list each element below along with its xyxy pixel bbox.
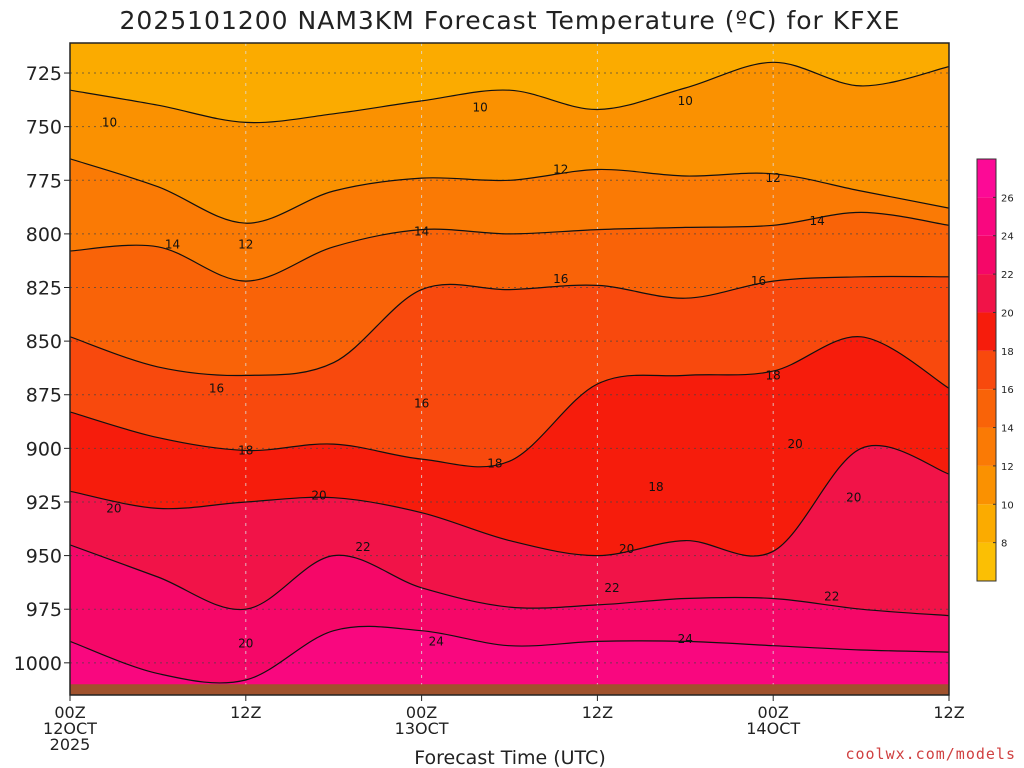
y-tick-label: 950 xyxy=(26,546,62,568)
isotherm-label: 20 xyxy=(238,637,253,651)
temperature-bands xyxy=(70,43,949,695)
colorbar-label: 20 xyxy=(1001,308,1014,319)
isotherm-label: 12 xyxy=(766,171,781,185)
isotherm-label: 16 xyxy=(751,274,766,288)
isotherm-label: 18 xyxy=(487,456,502,470)
chart-title: 2025101200 NAM3KM Forecast Temperature (… xyxy=(120,6,901,35)
colorbar-label: 16 xyxy=(1001,385,1014,396)
y-tick-label: 725 xyxy=(26,63,62,85)
colorbar-segment xyxy=(977,542,996,581)
isotherm-label: 12 xyxy=(238,238,253,252)
isotherm-16 xyxy=(70,275,949,377)
isotherm-20 xyxy=(70,444,949,557)
x-tick-label: 2025 xyxy=(50,735,91,754)
y-tick-label: 825 xyxy=(26,278,62,300)
colorbar-segment xyxy=(977,274,996,313)
colorbar-label: 24 xyxy=(1001,232,1014,243)
isotherm-label: 16 xyxy=(553,272,568,286)
colorbar-segment xyxy=(977,159,996,198)
isotherm-22 xyxy=(70,544,949,617)
y-tick-label: 875 xyxy=(26,385,62,407)
colorbar-segment xyxy=(977,312,996,351)
colorbar-segment xyxy=(977,427,996,466)
x-tick-label: 12OCT xyxy=(43,719,97,738)
y-tick-label: 850 xyxy=(26,331,62,353)
plot-area: 10 10 10 12 12 12 14 14 14 16 16 16 16 18 18 18 18 20 20 20… xyxy=(70,43,949,695)
isotherm-label: 18 xyxy=(766,368,781,382)
x-tick-label: 14OCT xyxy=(746,719,800,738)
x-tick-label: 12Z xyxy=(933,703,964,722)
colorbar-segment xyxy=(977,389,996,428)
ground-surface xyxy=(70,684,949,695)
isotherm-label: 16 xyxy=(414,396,429,410)
colorbar-segment xyxy=(977,235,996,275)
colorbar-label: 14 xyxy=(1001,424,1014,435)
isotherm-label: 20 xyxy=(311,489,326,503)
isotherm-label: 20 xyxy=(846,491,861,505)
colorbar-segment xyxy=(977,504,996,543)
plot-frame xyxy=(69,42,950,696)
isotherm-lines xyxy=(70,61,949,684)
credit-text: coolwx.com/models xyxy=(845,745,1016,763)
x-tick-label: 00Z xyxy=(406,703,437,722)
colorbar-label: 10 xyxy=(1001,500,1014,511)
isotherm-10 xyxy=(70,61,949,124)
colorbar-segment xyxy=(977,465,996,505)
colorbar-label: 12 xyxy=(1001,462,1014,473)
colorbar-label: 18 xyxy=(1001,347,1014,358)
x-tick-label: 00Z xyxy=(54,703,85,722)
colorbar-segment xyxy=(977,350,996,390)
isotherm-label: 20 xyxy=(619,542,634,556)
isotherm-labels: 10 10 10 12 12 12 14 14 14 16 16 16 16 18 18 18 18 20 20 20… xyxy=(102,94,862,651)
y-tick-label: 900 xyxy=(26,438,62,460)
y-tick-label: 800 xyxy=(26,224,62,246)
x-tick-label: 13OCT xyxy=(395,719,449,738)
x-tick-label: 00Z xyxy=(758,703,789,722)
isotherm-label: 24 xyxy=(678,632,693,646)
isotherm-label: 10 xyxy=(678,94,693,108)
x-axis-title: Forecast Time (UTC) xyxy=(414,747,605,768)
y-tick-label: 975 xyxy=(26,599,62,621)
x-tick-label: 12Z xyxy=(230,703,261,722)
y-tick-label: 925 xyxy=(26,492,62,514)
isotherm-14 xyxy=(70,211,949,282)
y-tick-label: 1000 xyxy=(14,653,62,675)
isotherm-24 xyxy=(70,625,949,684)
isotherm-label: 12 xyxy=(553,163,568,177)
colorbar-frame xyxy=(976,158,997,582)
isotherm-label: 18 xyxy=(648,480,663,494)
isotherm-label: 24 xyxy=(429,634,444,648)
isotherm-label: 22 xyxy=(824,589,839,603)
colorbar-segment xyxy=(977,197,996,236)
y-tick-label: 750 xyxy=(26,117,62,139)
isotherm-18 xyxy=(70,336,949,468)
colorbar-label: 8 xyxy=(1001,539,1007,550)
x-tick-label: 12Z xyxy=(582,703,613,722)
isotherm-label: 18 xyxy=(238,444,253,458)
isotherm-label: 22 xyxy=(355,540,370,554)
isotherm-label: 14 xyxy=(810,214,825,228)
y-axis: 725 750 775 800 825 850 875 900 925 950 975 1000 xyxy=(14,63,70,675)
colorbar-label: 22 xyxy=(1001,270,1014,281)
isotherm-label: 14 xyxy=(165,238,180,252)
isotherm-label: 20 xyxy=(106,501,121,515)
isotherm-label: 10 xyxy=(473,100,488,114)
colorbar: 8 10 12 14 16 18 20 22 24 26 xyxy=(976,158,1014,582)
y-tick-label: 775 xyxy=(26,170,62,192)
isotherm-label: 20 xyxy=(788,437,803,451)
isotherm-12 xyxy=(70,158,949,224)
isotherm-label: 14 xyxy=(414,225,429,239)
isotherm-label: 22 xyxy=(604,581,619,595)
isotherm-label: 10 xyxy=(102,115,117,129)
colorbar-label: 26 xyxy=(1001,193,1014,204)
isotherm-label: 16 xyxy=(209,381,224,395)
